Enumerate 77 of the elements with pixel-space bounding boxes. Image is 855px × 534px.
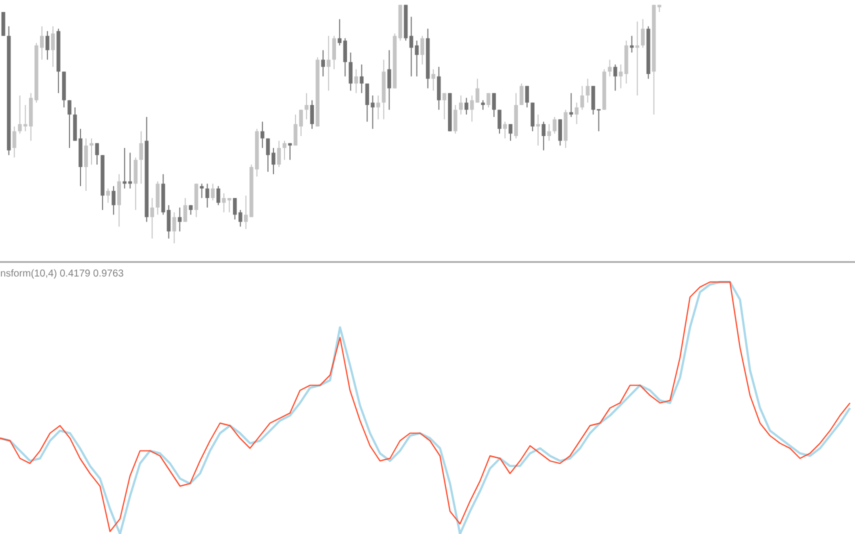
candlestick [360, 64, 364, 94]
candlestick [442, 92, 446, 120]
candlestick [139, 130, 144, 184]
candlestick [454, 104, 458, 134]
candlestick [569, 92, 574, 118]
candlestick [321, 50, 325, 77]
candlestick [227, 198, 232, 213]
candlestick [486, 92, 490, 108]
candlestick [376, 94, 380, 120]
candlestick [530, 102, 534, 132]
candlestick [503, 121, 507, 139]
candlestick [536, 114, 540, 146]
candlestick [558, 118, 562, 146]
candlestick [210, 183, 215, 201]
candlestick [414, 40, 419, 77]
candlestick [354, 68, 358, 94]
candlestick [310, 100, 314, 130]
candlestick [580, 85, 584, 110]
candlestick [277, 140, 281, 168]
candlestick [436, 66, 441, 110]
candlestick [106, 188, 110, 204]
candlestick [282, 140, 286, 160]
candlestick [260, 121, 264, 148]
candlestick [574, 102, 579, 125]
candlestick [492, 92, 496, 118]
candlestick [365, 83, 370, 122]
candlestick [618, 64, 623, 89]
candlestick [370, 94, 375, 130]
candlestick [172, 212, 176, 244]
candlestick [635, 21, 640, 96]
candlestick [134, 156, 138, 210]
candlestick [459, 94, 463, 116]
candlestick [420, 35, 424, 65]
candlestick [188, 204, 193, 216]
candlestick [117, 174, 121, 228]
candlestick [178, 207, 182, 232]
candlestick [591, 85, 596, 116]
candlestick [1, 12, 6, 36]
candlestick [304, 92, 308, 120]
candlestick [68, 100, 72, 148]
candlestick [613, 64, 618, 92]
candlestick [288, 142, 292, 160]
candlestick [216, 186, 220, 206]
candlestick [481, 100, 485, 110]
candlestick [51, 26, 55, 68]
candlestick [200, 183, 204, 199]
candlestick [596, 109, 601, 132]
chart-title: nsform(10,4) 0.4179 0.9763 [0, 269, 124, 279]
candlestick [547, 124, 552, 142]
candlestick [166, 204, 171, 240]
candlestick [222, 192, 226, 213]
candlestick [46, 30, 50, 60]
candlestick [552, 116, 557, 134]
candlestick [464, 97, 468, 116]
candlestick [326, 35, 330, 92]
candlestick [84, 138, 88, 192]
candlestick [12, 126, 16, 158]
candlestick [387, 50, 392, 110]
candlestick [95, 142, 99, 166]
candlestick [431, 68, 436, 92]
candlestick [640, 18, 645, 48]
candlestick [542, 121, 546, 151]
candlestick [630, 35, 634, 54]
candlestick [348, 52, 353, 92]
candlestick [112, 186, 116, 216]
candlestick [332, 35, 336, 70]
candlestick [205, 183, 210, 208]
candlestick [90, 138, 94, 166]
candlestick [150, 198, 154, 240]
candlestick [498, 109, 502, 134]
candlestick [156, 180, 160, 216]
candlestick [508, 124, 512, 142]
candlestick [183, 198, 188, 222]
candlestick [520, 83, 524, 106]
candlestick [525, 85, 529, 108]
candlestick [409, 16, 414, 77]
candlestick [586, 78, 590, 104]
